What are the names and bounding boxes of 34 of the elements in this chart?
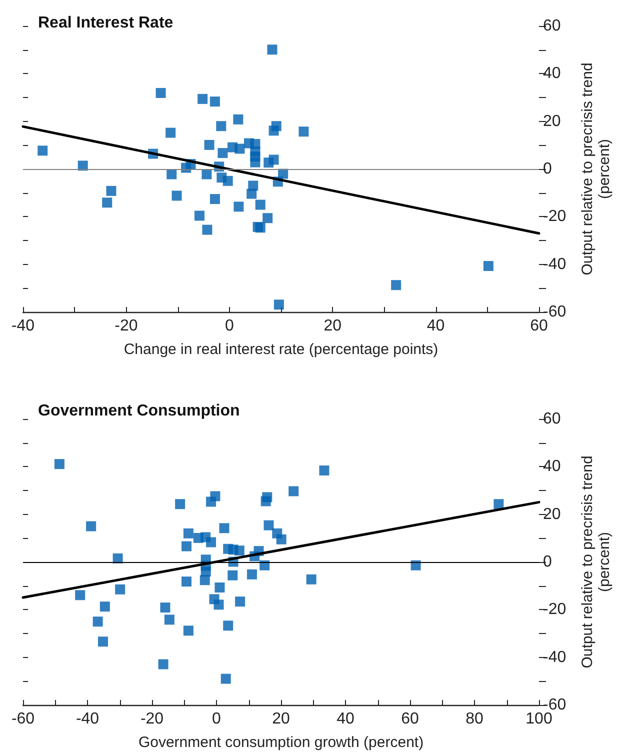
- y-tick-label: -20: [543, 208, 566, 226]
- y-tick-label: -40: [543, 256, 566, 273]
- y-tick-label: 0: [543, 554, 552, 570]
- x-tick-label: -40: [76, 710, 100, 728]
- x-tick-label: -60: [11, 710, 35, 728]
- y-tick-label: 60: [543, 410, 561, 428]
- y-tick-label: 20: [543, 506, 561, 523]
- y-axis-title: Output relative to precrisis trend (percent): [579, 62, 613, 276]
- x-tick-label: 40: [336, 710, 354, 728]
- chart-title: Government Consumption: [38, 402, 240, 420]
- y-tick-label: -20: [543, 601, 566, 618]
- x-tick-label: -20: [140, 710, 164, 728]
- y-tick-label: 20: [543, 112, 561, 130]
- x-tick-label: -20: [114, 318, 138, 334]
- x-tick-label: 80: [466, 710, 484, 728]
- chart-title: Real Interest Rate: [38, 14, 174, 32]
- y-tick-label: -60: [543, 696, 566, 714]
- x-tick-label: 0: [212, 710, 222, 728]
- y-tick-label: 40: [543, 458, 561, 476]
- x-tick-label: 100: [526, 710, 552, 728]
- y-tick-label: -40: [543, 648, 566, 666]
- x-tick-label: 0: [224, 318, 234, 334]
- y-tick-label: -60: [543, 304, 566, 320]
- x-tick-label: 60: [401, 710, 419, 728]
- y-tick-label: 60: [543, 18, 561, 34]
- x-axis-title: Change in real interest rate (percentage points): [124, 341, 438, 358]
- x-tick-label: 20: [272, 710, 290, 728]
- x-tick-label: 20: [324, 318, 342, 334]
- x-axis-title: Government consumption growth (percent): [138, 734, 424, 751]
- y-tick-label: 0: [543, 160, 552, 178]
- x-tick-label: -40: [11, 318, 35, 334]
- y-tick-label: 40: [543, 65, 561, 82]
- y-axis-title: Output relative to precrisis trend (percent): [579, 456, 613, 668]
- x-tick-label: 40: [426, 318, 445, 334]
